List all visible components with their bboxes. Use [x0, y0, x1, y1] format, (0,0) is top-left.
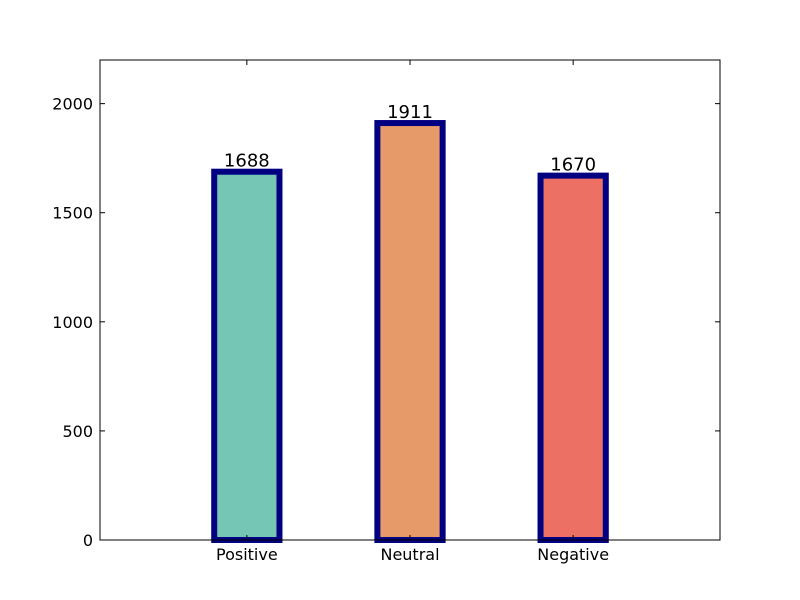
- data-label: 1911: [387, 102, 433, 123]
- bar-negative: [537, 172, 609, 543]
- y-tick-label: 1000: [52, 313, 93, 332]
- data-label: 1670: [550, 155, 596, 176]
- bars-layer: [211, 120, 609, 544]
- x-tick-label: Negative: [537, 545, 609, 564]
- y-tick-label: 500: [62, 422, 93, 441]
- y-tick-label: 0: [83, 531, 93, 550]
- x-tick-label: Positive: [216, 545, 278, 564]
- data-label: 1688: [224, 151, 270, 172]
- y-tick-label: 2000: [52, 95, 93, 114]
- plot-frame: [99, 59, 721, 541]
- bar-positive: [211, 168, 283, 544]
- labels-layer: 1688 Positive 1911 Neutral 1670 Negative 0 500 1…: [52, 95, 609, 564]
- y-tick-label: 1500: [52, 204, 93, 223]
- bar-neutral: [374, 120, 446, 544]
- x-tick-label: Neutral: [380, 545, 439, 564]
